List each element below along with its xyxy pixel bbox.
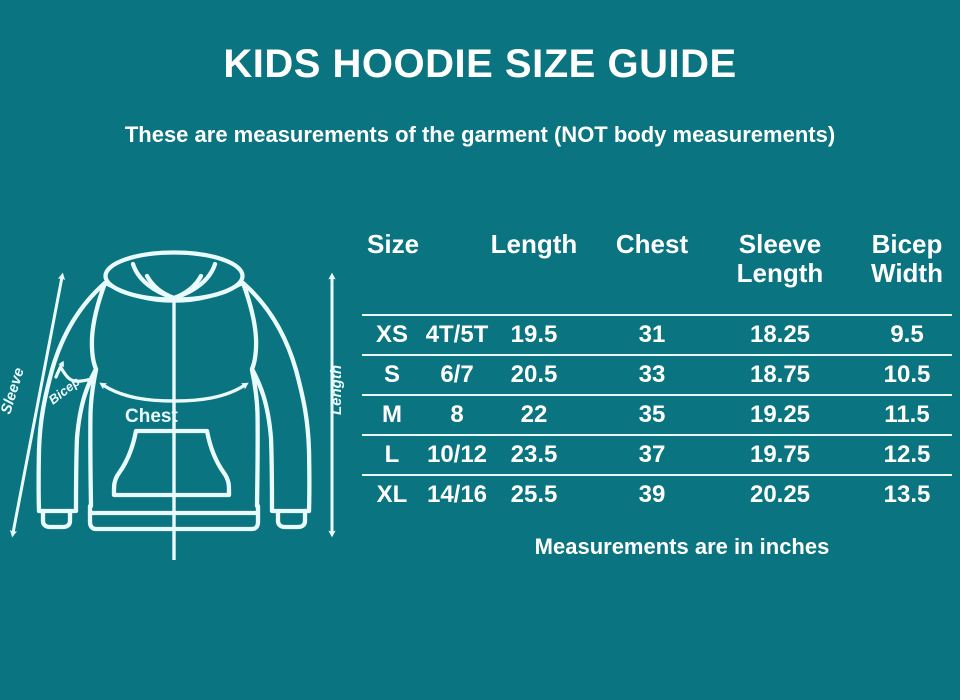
svg-text:Sleeve: Sleeve [0,366,28,416]
svg-text:Chest: Chest [125,406,178,427]
svg-text:Length: Length [328,365,345,415]
